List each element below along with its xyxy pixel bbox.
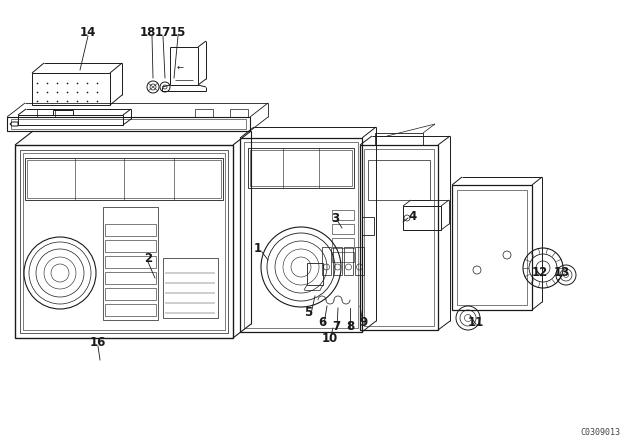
Bar xyxy=(333,247,342,275)
Bar xyxy=(368,160,430,200)
Bar xyxy=(105,272,156,284)
Bar xyxy=(105,256,156,268)
Text: 4: 4 xyxy=(409,210,417,223)
Text: C0309013: C0309013 xyxy=(580,427,620,436)
Text: 7: 7 xyxy=(332,319,340,332)
Text: 17: 17 xyxy=(155,26,171,39)
Text: 11: 11 xyxy=(468,315,484,328)
Bar xyxy=(332,210,354,220)
Bar xyxy=(240,138,362,332)
Text: 10: 10 xyxy=(322,332,338,345)
Bar xyxy=(355,247,364,275)
Bar xyxy=(7,117,250,131)
Bar xyxy=(27,160,221,198)
Bar xyxy=(362,217,374,235)
Bar xyxy=(452,185,532,310)
Bar xyxy=(105,240,156,252)
Text: 1: 1 xyxy=(254,241,262,254)
Bar xyxy=(332,224,354,234)
Bar xyxy=(360,145,438,330)
Bar xyxy=(11,119,246,129)
Bar xyxy=(15,145,233,338)
Bar xyxy=(23,153,225,330)
Bar xyxy=(457,190,527,305)
Text: 18: 18 xyxy=(140,26,156,39)
Bar xyxy=(250,150,352,186)
Text: 9: 9 xyxy=(359,315,367,328)
Bar xyxy=(103,207,158,320)
Bar xyxy=(105,304,156,316)
Bar xyxy=(364,149,434,326)
Text: 13: 13 xyxy=(554,266,570,279)
Bar xyxy=(307,263,323,285)
Text: 16: 16 xyxy=(90,336,106,349)
Text: 8: 8 xyxy=(346,319,354,332)
Bar xyxy=(25,158,223,200)
Bar xyxy=(37,109,55,117)
Bar xyxy=(375,133,423,145)
Text: 3: 3 xyxy=(331,211,339,224)
Bar xyxy=(248,148,354,188)
Bar xyxy=(163,258,218,318)
Bar xyxy=(105,288,156,300)
Bar xyxy=(18,115,123,125)
Bar xyxy=(403,206,441,230)
Text: 5: 5 xyxy=(304,306,312,319)
Text: ←: ← xyxy=(177,63,184,72)
Bar xyxy=(332,252,354,262)
Bar xyxy=(244,142,358,328)
Bar xyxy=(105,224,156,236)
Bar xyxy=(195,109,213,117)
Bar xyxy=(230,109,248,117)
Bar xyxy=(32,73,110,105)
Text: 6: 6 xyxy=(318,315,326,328)
Bar xyxy=(332,238,354,248)
Text: 15: 15 xyxy=(170,26,186,39)
Bar xyxy=(20,150,228,333)
Text: 14: 14 xyxy=(80,26,96,39)
Text: 12: 12 xyxy=(532,266,548,279)
Bar xyxy=(322,247,331,275)
Text: 2: 2 xyxy=(144,251,152,264)
Bar xyxy=(344,247,353,275)
